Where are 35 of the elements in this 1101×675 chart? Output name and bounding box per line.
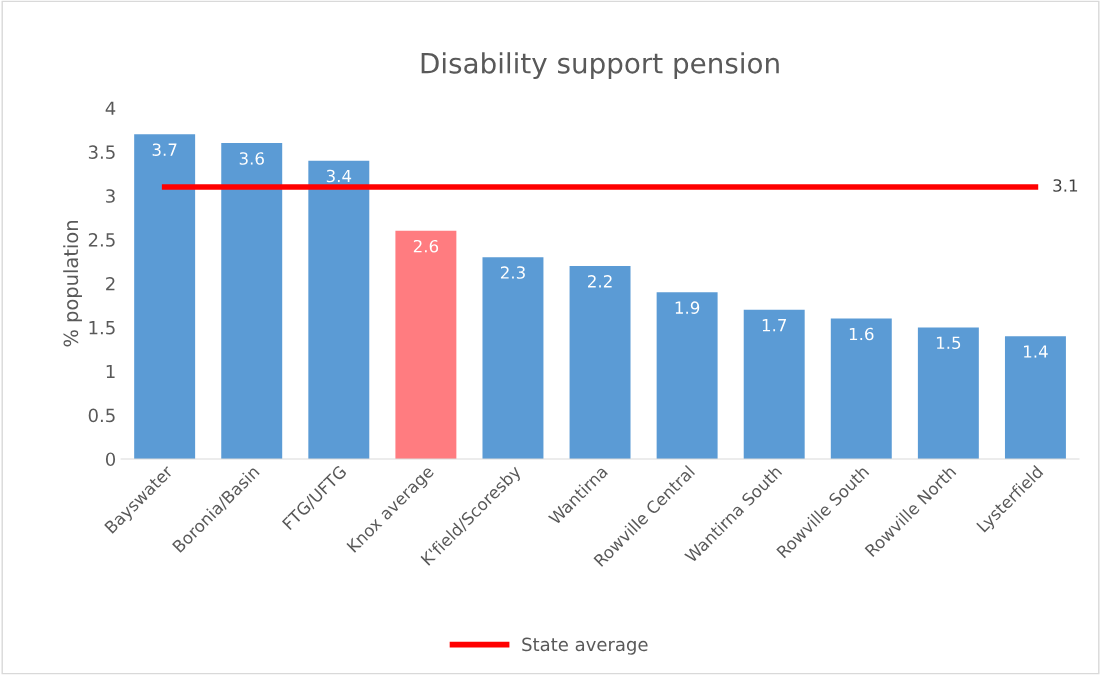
y-tick-label: 0 xyxy=(105,452,116,467)
data-label: 3.6 xyxy=(239,152,264,165)
bar xyxy=(482,257,544,459)
data-label: 1.5 xyxy=(936,336,961,350)
bar xyxy=(308,160,370,459)
bar xyxy=(134,134,196,459)
y-tick-label: 3.5 xyxy=(88,145,115,159)
bar xyxy=(743,309,805,459)
data-label: 3.4 xyxy=(326,169,352,183)
bar xyxy=(221,143,283,459)
legend-label: State average xyxy=(522,637,648,655)
y-tick-label: 3 xyxy=(106,189,115,203)
data-label: 1.4 xyxy=(1024,345,1048,358)
bar xyxy=(569,265,631,459)
data-label: 1.7 xyxy=(762,319,787,332)
chart-title: Disability support pension xyxy=(421,52,779,80)
y-tick-label: 1 xyxy=(106,364,115,379)
data-label: 2.6 xyxy=(413,239,439,253)
data-label: 2.2 xyxy=(588,275,612,288)
bar xyxy=(917,327,979,459)
y-tick-label: 1.5 xyxy=(89,321,115,335)
data-label: 3.7 xyxy=(152,143,177,156)
data-label: 3.1 xyxy=(1053,179,1078,192)
bar xyxy=(395,230,457,459)
data-label: 1.6 xyxy=(849,327,874,341)
data-label: 1.9 xyxy=(675,301,700,314)
y-axis-title: % population xyxy=(63,221,82,347)
bar xyxy=(1004,336,1066,459)
bar xyxy=(830,318,892,459)
y-tick-label: 4 xyxy=(105,101,116,115)
bar xyxy=(656,292,718,459)
y-tick-label: 2 xyxy=(106,276,115,291)
data-label: 2.3 xyxy=(500,266,525,279)
y-tick-label: 2.5 xyxy=(88,233,115,247)
y-tick-label: 0.5 xyxy=(88,408,115,423)
